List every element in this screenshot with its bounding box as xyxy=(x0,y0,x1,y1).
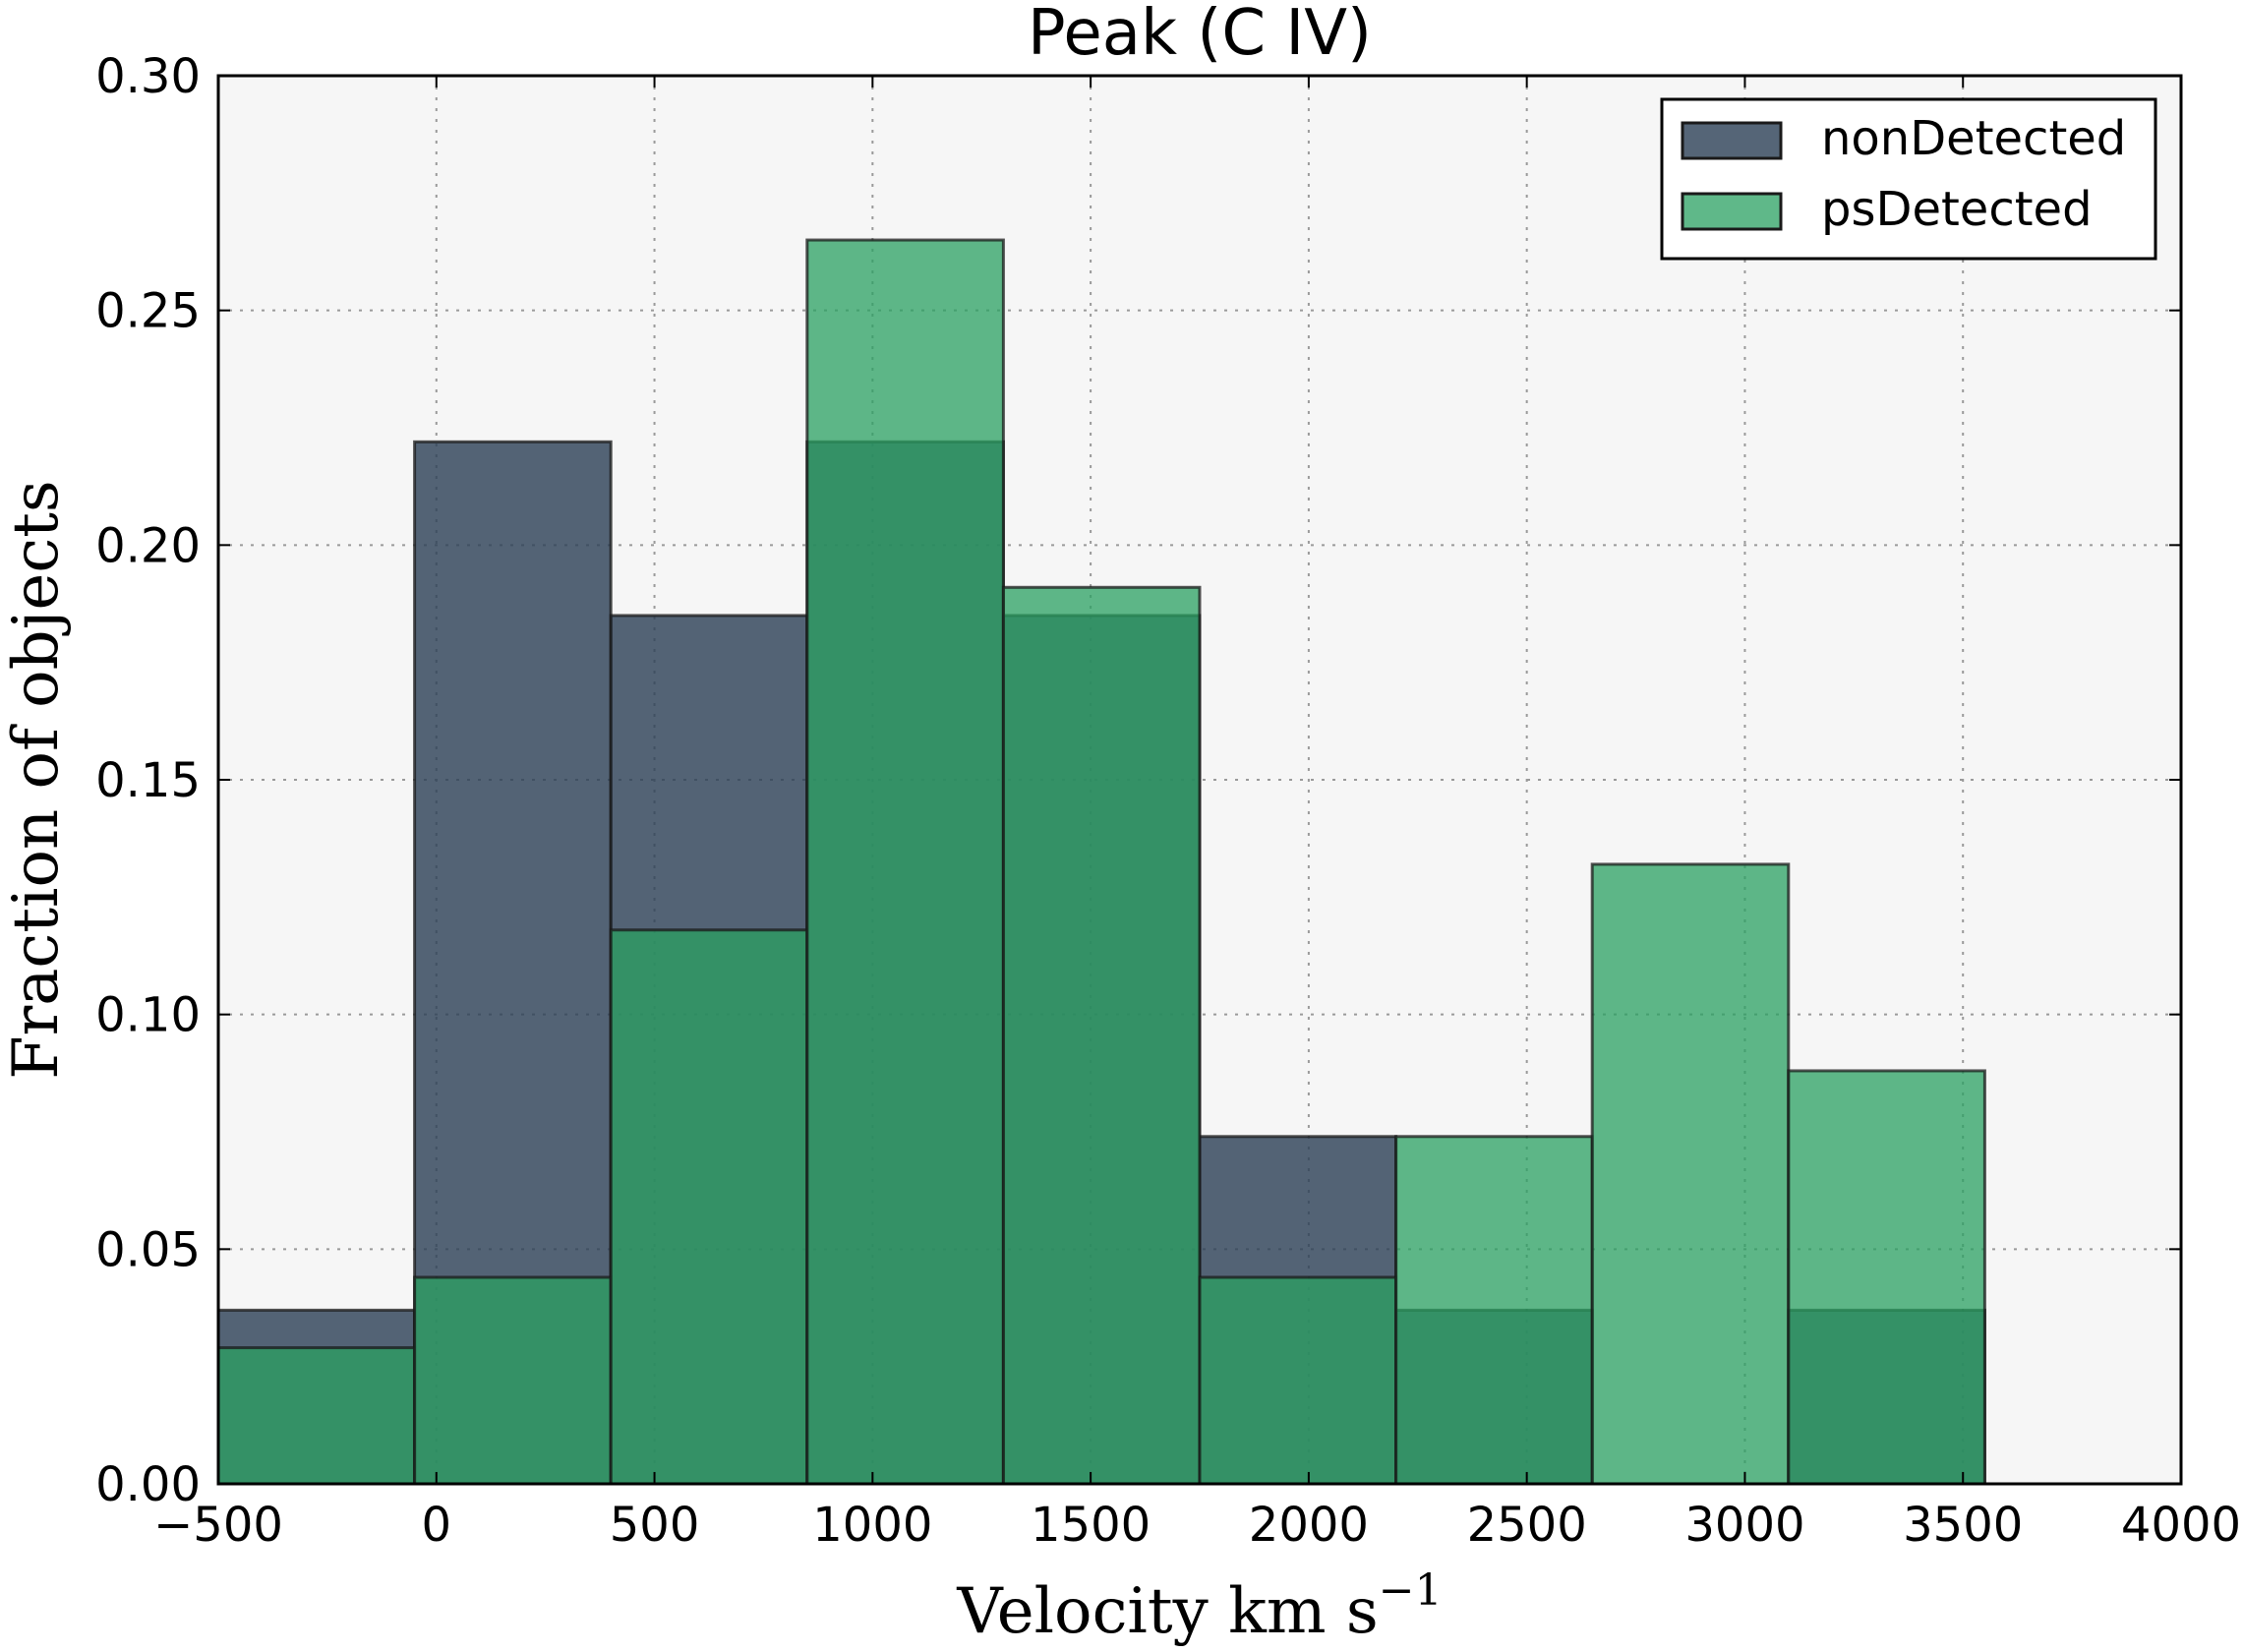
x-tick-label: 4000 xyxy=(2121,1498,2241,1553)
legend-swatch-psDetected xyxy=(1681,192,1783,231)
bar-psDetected xyxy=(609,928,809,1486)
x-tick-label: −500 xyxy=(153,1498,283,1553)
bar-psDetected xyxy=(1394,1135,1594,1486)
legend-label-nonDetected: nonDetected xyxy=(1821,111,2126,166)
legend-label-psDetected: psDetected xyxy=(1821,182,2093,237)
legend: nonDetected psDetected xyxy=(1660,97,2157,261)
x-tick-label: 3000 xyxy=(1684,1498,1804,1553)
bar-psDetected xyxy=(1787,1069,1986,1486)
chart-title: Peak (C IV) xyxy=(1028,0,1372,70)
bar-psDetected xyxy=(1590,862,1791,1486)
x-tick-label: 500 xyxy=(610,1498,700,1553)
y-tick-label: 0.00 xyxy=(95,1457,201,1512)
x-axis-label-text: Velocity km s xyxy=(956,1575,1378,1648)
x-tick-label: 2000 xyxy=(1249,1498,1369,1553)
x-axis-label-exponent: −1 xyxy=(1379,1565,1443,1616)
x-tick-label: 2500 xyxy=(1467,1498,1587,1553)
legend-swatch-nonDetected xyxy=(1681,121,1783,160)
series-psDetected xyxy=(216,238,1986,1486)
bar-psDetected xyxy=(1198,1275,1398,1486)
x-tick-label: 0 xyxy=(422,1498,452,1553)
y-tick-label: 0.10 xyxy=(95,988,201,1043)
x-tick-label: 1500 xyxy=(1031,1498,1151,1553)
y-tick-label: 0.15 xyxy=(95,753,201,808)
bar-psDetected xyxy=(1001,585,1202,1486)
x-axis-label: Velocity km s−1 xyxy=(956,1565,1442,1648)
y-axis-label: Fraction of objects xyxy=(0,480,73,1079)
y-tick-label: 0.30 xyxy=(95,49,201,104)
x-tick-label: 3500 xyxy=(1903,1498,2023,1553)
y-tick-label: 0.25 xyxy=(95,284,201,339)
bar-psDetected xyxy=(216,1346,417,1486)
x-tick-label: 1000 xyxy=(812,1498,932,1553)
axis-ticks: −500 0 500 1000 1500 2000 2500 3000 3500 4000 0.00… xyxy=(95,49,2241,1553)
bar-psDetected xyxy=(413,1275,613,1486)
y-tick-label: 0.20 xyxy=(95,518,201,573)
y-tick-label: 0.05 xyxy=(95,1222,201,1277)
bars xyxy=(216,238,1986,1486)
bar-psDetected xyxy=(805,238,1005,1486)
